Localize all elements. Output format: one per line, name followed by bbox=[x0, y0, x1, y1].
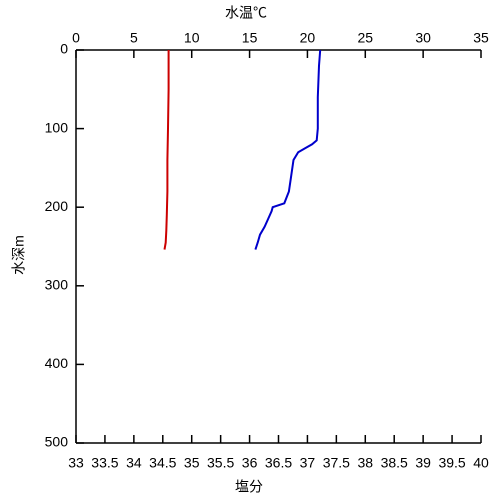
x2-tick-label: 30 bbox=[415, 30, 431, 46]
x-tick-label: 37.5 bbox=[323, 455, 350, 471]
x2-tick-label: 35 bbox=[473, 30, 489, 46]
x2-tick-label: 5 bbox=[130, 30, 138, 46]
x-tick-label: 38.5 bbox=[381, 455, 408, 471]
x2-tick-label: 15 bbox=[242, 30, 258, 46]
y-tick-label: 400 bbox=[45, 355, 69, 371]
x-axis-label: 塩分 bbox=[235, 479, 263, 495]
x2-tick-label: 10 bbox=[184, 30, 200, 46]
x-tick-label: 36 bbox=[242, 455, 258, 471]
x-tick-label: 35 bbox=[184, 455, 200, 471]
x-tick-label: 33.5 bbox=[91, 455, 118, 471]
y-tick-label: 200 bbox=[45, 198, 69, 214]
x-tick-label: 34 bbox=[126, 455, 142, 471]
x-tick-label: 33 bbox=[68, 455, 84, 471]
x-tick-label: 40 bbox=[473, 455, 489, 471]
y-tick-label: 100 bbox=[45, 119, 69, 135]
x2-tick-label: 0 bbox=[72, 30, 80, 46]
x-tick-label: 39.5 bbox=[438, 455, 465, 471]
x-tick-label: 36.5 bbox=[265, 455, 292, 471]
y-axis-label: 水深m bbox=[11, 235, 27, 275]
x-tick-label: 39 bbox=[415, 455, 431, 471]
x-tick-label: 38 bbox=[357, 455, 373, 471]
profile-line bbox=[163, 50, 170, 250]
x2-tick-label: 25 bbox=[357, 30, 373, 46]
y-tick-label: 500 bbox=[45, 434, 69, 450]
y-tick-label: 0 bbox=[60, 41, 68, 57]
x2-tick-label: 20 bbox=[300, 30, 316, 46]
x-tick-label: 34.5 bbox=[149, 455, 176, 471]
x-tick-label: 37 bbox=[300, 455, 316, 471]
x-tick-label: 35.5 bbox=[207, 455, 234, 471]
y-tick-label: 300 bbox=[45, 277, 69, 293]
x2-axis-label: 水温℃ bbox=[225, 5, 267, 21]
profile-line bbox=[254, 49, 322, 250]
